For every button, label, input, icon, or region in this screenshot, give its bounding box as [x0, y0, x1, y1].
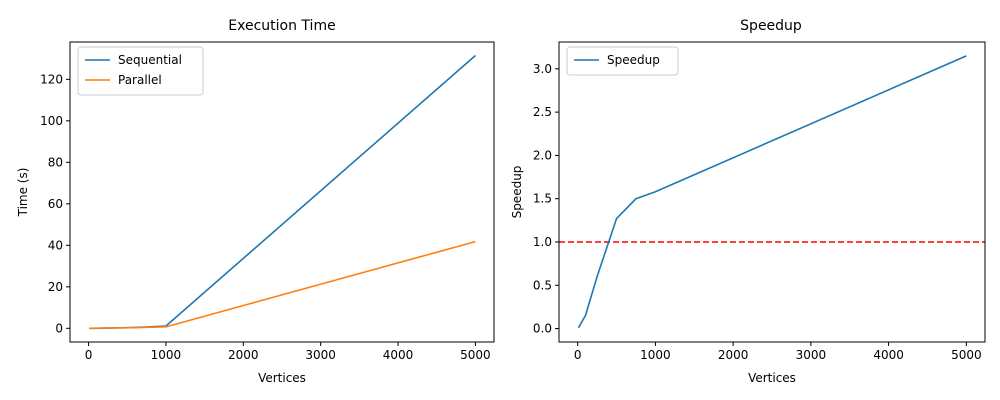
execution-time-chart: Execution Time 0 1000 2000 3000 4000 5000 0 20… [16, 18, 495, 385]
y-tick-label: 20 [48, 280, 63, 294]
y-tick-label: 0.0 [533, 322, 552, 336]
series-layer [577, 55, 967, 329]
y-axis-label: Speedup [510, 166, 524, 219]
x-tick-label: 0 [574, 348, 582, 362]
series-line-parallel [89, 240, 476, 330]
legend-label: Sequential [118, 53, 182, 67]
y-tick-label: 2.0 [533, 148, 552, 162]
y-ticks: 0.0 0.5 1.0 1.5 2.0 2.5 3.0 [533, 62, 559, 336]
series-line-sequential [89, 54, 476, 330]
chart-title: Speedup [740, 18, 802, 34]
x-tick-label: 3000 [305, 348, 336, 362]
y-tick-label: 1.5 [533, 192, 552, 206]
x-tick-label: 1000 [640, 348, 671, 362]
y-ticks: 0 20 40 60 80 100 120 [40, 72, 70, 335]
legend: Speedup [566, 46, 679, 76]
y-axis-label: Time (s) [16, 168, 30, 218]
x-axis-label: Vertices [258, 371, 306, 385]
y-tick-label: 120 [40, 72, 63, 86]
x-tick-label: 4000 [383, 348, 414, 362]
y-tick-label: 3.0 [533, 62, 552, 76]
series-layer [89, 54, 476, 330]
x-tick-label: 1000 [151, 348, 182, 362]
y-tick-label: 1.0 [533, 235, 552, 249]
legend-label: Speedup [607, 53, 660, 67]
y-tick-label: 0.5 [533, 278, 552, 292]
x-tick-label: 0 [85, 348, 93, 362]
legend: Sequential Parallel [77, 46, 204, 96]
axes-frame [69, 41, 495, 343]
legend-box [566, 46, 679, 76]
y-tick-label: 40 [48, 238, 63, 252]
y-tick-label: 60 [48, 197, 63, 211]
y-tick-label: 80 [48, 155, 63, 169]
x-ticks: 0 1000 2000 3000 4000 5000 [85, 342, 491, 362]
x-tick-label: 3000 [796, 348, 827, 362]
legend-label: Parallel [118, 73, 162, 87]
x-tick-label: 5000 [460, 348, 491, 362]
legend-box [77, 46, 204, 96]
y-tick-label: 2.5 [533, 105, 552, 119]
x-tick-label: 5000 [951, 348, 982, 362]
x-tick-label: 4000 [873, 348, 904, 362]
x-axis-label: Vertices [748, 371, 796, 385]
series-line-speedup [577, 55, 967, 329]
x-tick-label: 2000 [718, 348, 749, 362]
y-tick-label: 100 [40, 114, 63, 128]
chart-title: Execution Time [228, 18, 335, 34]
axes-frame [558, 41, 986, 343]
x-ticks: 0 1000 2000 3000 4000 5000 [574, 342, 982, 362]
y-tick-label: 0 [55, 321, 63, 335]
x-tick-label: 2000 [228, 348, 259, 362]
speedup-chart: Speedup 0 1000 2000 3000 4000 5000 0.0 0.5 1.0 1… [510, 18, 986, 385]
